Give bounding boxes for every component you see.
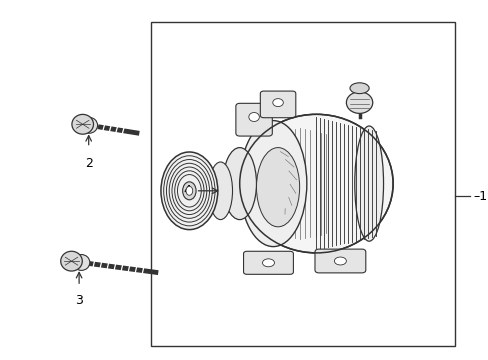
Ellipse shape <box>73 255 90 270</box>
Ellipse shape <box>183 182 196 200</box>
Text: –1: –1 <box>473 190 487 203</box>
Ellipse shape <box>72 114 93 134</box>
Ellipse shape <box>349 83 368 94</box>
Ellipse shape <box>334 257 346 265</box>
Bar <box>151 22 454 346</box>
FancyBboxPatch shape <box>243 251 293 274</box>
Ellipse shape <box>81 117 98 133</box>
Ellipse shape <box>161 152 217 230</box>
Ellipse shape <box>262 259 274 267</box>
Ellipse shape <box>346 92 372 113</box>
Ellipse shape <box>223 148 256 220</box>
Ellipse shape <box>248 113 259 122</box>
FancyBboxPatch shape <box>260 91 295 118</box>
Ellipse shape <box>239 121 306 247</box>
Ellipse shape <box>256 148 299 227</box>
Ellipse shape <box>208 162 232 220</box>
Ellipse shape <box>61 251 82 271</box>
Ellipse shape <box>272 99 283 107</box>
Text: 3: 3 <box>75 294 83 307</box>
FancyBboxPatch shape <box>314 249 365 273</box>
Ellipse shape <box>354 126 383 241</box>
FancyBboxPatch shape <box>235 103 272 136</box>
Ellipse shape <box>239 114 392 253</box>
Text: 2: 2 <box>84 157 92 170</box>
Ellipse shape <box>185 186 192 195</box>
Text: 4: 4 <box>183 184 190 197</box>
